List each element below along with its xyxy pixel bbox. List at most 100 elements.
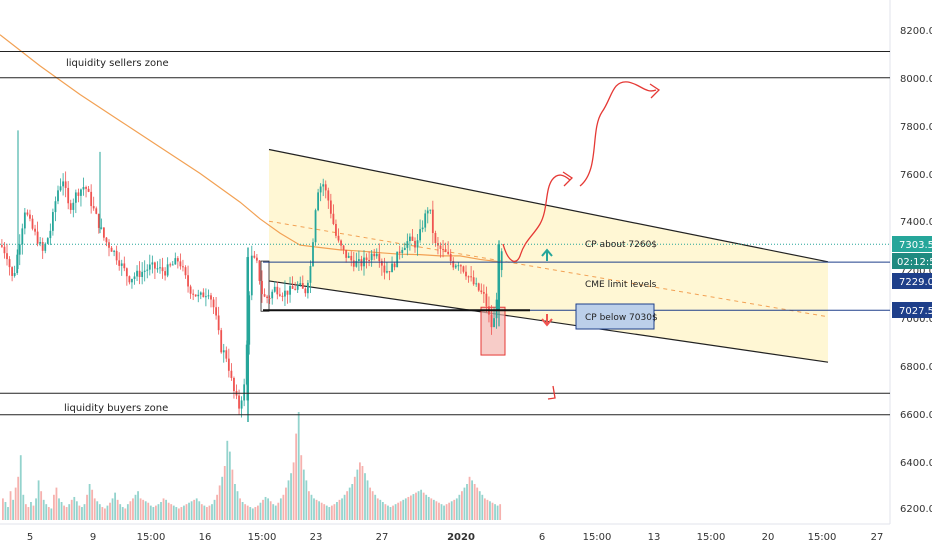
candle-body: [253, 255, 256, 258]
candle-body: [365, 257, 368, 260]
volume-bar: [274, 505, 277, 520]
candle-body: [403, 247, 406, 250]
volume-bar: [218, 485, 221, 520]
up-arrow-icon: [541, 248, 553, 261]
candle-body: [380, 261, 383, 266]
candle-body: [470, 276, 472, 278]
candle-body: [36, 231, 39, 244]
volume-bar: [376, 498, 379, 520]
volume-bar: [384, 504, 387, 520]
candle-body: [301, 283, 304, 289]
volume-bar: [183, 505, 185, 520]
candle-body: [411, 236, 414, 241]
date-tick: 2020: [447, 532, 475, 543]
volume-bar: [374, 494, 377, 520]
candle-body: [299, 283, 302, 286]
candle-body: [69, 203, 72, 210]
candle-body: [460, 265, 462, 267]
candle-body: [442, 248, 444, 250]
volume-bar: [109, 502, 111, 520]
candle-body: [495, 299, 498, 319]
volume-bar: [27, 507, 30, 520]
volume-bar: [399, 501, 402, 520]
candle-body: [447, 251, 450, 254]
candle-body: [373, 253, 376, 257]
candle-body: [243, 384, 246, 401]
volume-bar: [295, 433, 298, 520]
price-tick: 7400.0: [900, 217, 932, 228]
volume-bar: [297, 412, 300, 520]
volume-bar: [228, 451, 231, 520]
volume-bar: [308, 491, 310, 520]
volume-bar: [330, 505, 333, 520]
channel-drawing[interactable]: [260, 148, 829, 363]
volume-bar: [139, 498, 142, 520]
candle-body: [393, 263, 396, 268]
volume-bar: [221, 476, 224, 520]
candle-body: [419, 229, 421, 241]
candle-body: [161, 267, 164, 272]
candle-body: [493, 318, 495, 328]
volume-bar: [341, 498, 343, 520]
projection-path[interactable]: [502, 81, 661, 400]
cme-top-value: 7229.0: [899, 277, 932, 288]
volume-bar: [73, 496, 76, 520]
candle-body: [370, 253, 373, 261]
volume-bars: [2, 412, 502, 520]
cp-below-box[interactable]: [575, 303, 655, 330]
volume-bar: [19, 455, 22, 520]
volume-bar: [111, 498, 114, 520]
candle-body: [307, 282, 309, 294]
cme-limit-label: CME limit levels: [585, 280, 657, 290]
candle-body: [337, 235, 340, 241]
candle-body: [281, 295, 284, 297]
volume-bar: [318, 501, 320, 520]
volume-bar: [208, 505, 211, 520]
candle-body: [439, 245, 442, 249]
candle-body: [146, 269, 149, 271]
volume-bar: [119, 504, 122, 520]
candle-body: [210, 295, 212, 300]
volume-bar: [410, 495, 412, 520]
volume-bar: [422, 492, 425, 520]
candle-body: [26, 212, 29, 215]
last-price-label: 7303.5: [892, 236, 932, 252]
candle-body: [375, 253, 378, 257]
volume-bar: [257, 505, 259, 520]
date-tick: 15:00: [137, 532, 166, 543]
candle-body: [457, 265, 460, 267]
candle-body: [184, 267, 187, 276]
volume-bar: [438, 502, 440, 520]
volume-bar: [287, 480, 290, 520]
volume-bar: [279, 498, 282, 520]
candle-body: [41, 242, 44, 251]
volume-bar: [494, 504, 496, 520]
date-tick: 15:00: [697, 532, 726, 543]
volume-bar: [466, 484, 468, 520]
volume-bar: [320, 502, 323, 520]
volume-bar: [65, 507, 68, 520]
volume-bar: [12, 499, 14, 520]
time-axis: 5 9 15:00 16 15:00 23 27 2020 6 15:00 13…: [27, 532, 884, 543]
candle-body: [29, 214, 31, 219]
volume-bar: [313, 498, 315, 520]
volume-bar: [106, 505, 109, 520]
volume-bar: [198, 501, 201, 520]
candle-body: [179, 261, 182, 267]
volume-bar: [267, 498, 269, 520]
volume-bar: [152, 507, 155, 520]
price-tick: 6800.0: [900, 362, 932, 373]
volume-bar: [392, 505, 394, 520]
cme-bottom-label: 7027.5: [892, 302, 932, 318]
countdown-value: 02:12:55: [897, 257, 932, 268]
candle-body: [424, 213, 427, 228]
volume-bar: [254, 507, 257, 520]
volume-bar: [272, 504, 275, 520]
horizontal-levels[interactable]: [0, 51, 890, 416]
candle-body: [472, 277, 475, 285]
channel-lower-line: [268, 280, 829, 363]
volume-bar: [213, 499, 216, 520]
candle-body: [215, 307, 217, 316]
volume-bar: [381, 502, 384, 520]
volume-bar: [132, 498, 134, 520]
